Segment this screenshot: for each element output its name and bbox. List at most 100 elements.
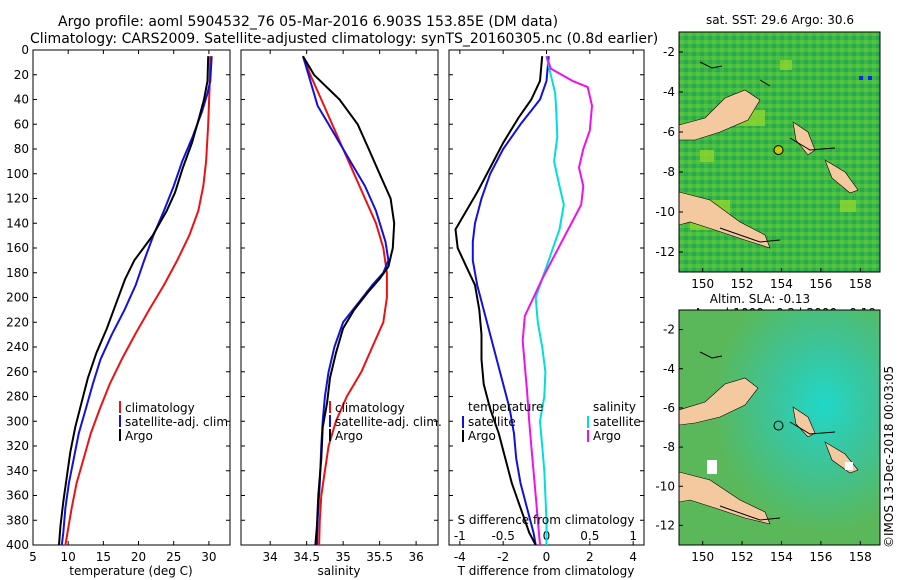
depth-tick-label: 60 bbox=[14, 117, 29, 131]
missing-data bbox=[707, 460, 853, 474]
cold-pixel bbox=[859, 76, 863, 80]
depth-tick-label: 340 bbox=[6, 464, 29, 478]
difference-panel: -4 -2 0 2 4 -1 -0.5 0 0.5 1 T difference from cl… bbox=[448, 49, 645, 578]
lat-tick-label: -4 bbox=[663, 85, 675, 99]
sst-map-title: sat. SST: 29.6 Argo: 30.6 bbox=[706, 13, 854, 27]
salinity-axis: 34 34.5 35 35.5 36 bbox=[263, 50, 424, 564]
legend-label-temp-argo: Argo bbox=[468, 429, 496, 443]
sla-map-panel: Altim. SLA: -0.13 Argo h1000: -0.2 h2000… bbox=[655, 292, 881, 564]
series-line-climatology bbox=[64, 56, 212, 545]
land-new-guinea bbox=[679, 89, 761, 141]
salinity-lines bbox=[302, 55, 396, 545]
legend-label-climatology: climatology bbox=[335, 401, 405, 415]
depth-tick-label: 320 bbox=[6, 439, 29, 453]
depth-tick-label: 220 bbox=[6, 315, 29, 329]
temperature-axis: 5 10 15 20 25 30 bbox=[29, 50, 217, 564]
x-tick-label: -4 bbox=[454, 550, 466, 564]
salinity-plot-frame bbox=[240, 49, 439, 546]
lat-tick-label: -6 bbox=[663, 125, 675, 139]
temperature-lines bbox=[58, 56, 213, 545]
x-tick-label: 15 bbox=[96, 550, 111, 564]
series-line-argo bbox=[58, 56, 210, 545]
sla-field bbox=[679, 310, 880, 545]
lon-tick-label: 158 bbox=[849, 550, 872, 564]
legend-label-climatology: climatology bbox=[125, 401, 195, 415]
depth-tick-label: 180 bbox=[6, 266, 29, 280]
sst-map-lat-axis: -2 -4 -6 -8 -10 -12 bbox=[655, 45, 683, 259]
difference-legend-temperature: temperature satellite Argo bbox=[462, 400, 543, 443]
legend-label-satellite-adj: satellite-adj. clim. bbox=[335, 415, 442, 429]
temperature-legend: climatology satellite-adj. clim. Argo bbox=[119, 401, 232, 443]
depth-tick-label: 40 bbox=[14, 93, 29, 107]
cold-pixel bbox=[868, 76, 872, 80]
title-line-1: Argo profile: aoml 5904532_76 05-Mar-201… bbox=[58, 14, 558, 30]
depth-tick-label: 160 bbox=[6, 241, 29, 255]
difference-depth-ticks bbox=[449, 49, 644, 546]
series-line-salinity-argo bbox=[521, 55, 593, 545]
sla-map-title: Altim. SLA: -0.13 bbox=[710, 292, 810, 306]
difference-plot-frame bbox=[448, 49, 645, 546]
difference-top-xlabel: S difference from climatology bbox=[458, 513, 635, 527]
legend-label-satellite-adj: satellite-adj. clim. bbox=[125, 415, 232, 429]
land-new-guinea bbox=[679, 377, 759, 426]
legend-title-temperature: temperature bbox=[468, 400, 543, 414]
legend-label-sal-argo: Argo bbox=[593, 429, 621, 443]
depth-tick-label: 300 bbox=[6, 414, 29, 428]
temperature-xlabel: temperature (deg C) bbox=[69, 564, 192, 578]
land-south-coast bbox=[679, 191, 771, 249]
lat-tick-label: -12 bbox=[655, 245, 675, 259]
temperature-panel: 0 20 40 60 80 100 120 140 160 180 200 220 240 260 280 3… bbox=[6, 43, 232, 578]
series-line-temperature-satellite bbox=[471, 56, 550, 545]
depth-tick-label: 260 bbox=[6, 365, 29, 379]
lon-tick-label: 154 bbox=[770, 277, 793, 291]
depth-tick-label: 240 bbox=[6, 340, 29, 354]
x-tick-label: 34 bbox=[263, 550, 278, 564]
coastlines bbox=[699, 351, 836, 521]
lat-tick-label: -4 bbox=[663, 362, 675, 376]
lat-tick-label: -10 bbox=[655, 479, 675, 493]
difference-xlabel: T difference from climatology bbox=[457, 564, 635, 578]
sla-map-frame bbox=[678, 309, 881, 546]
lon-tick-label: 152 bbox=[731, 277, 754, 291]
lon-tick-label: 156 bbox=[809, 277, 832, 291]
x-tick-label: 35 bbox=[336, 550, 351, 564]
x-tick-label: 34.5 bbox=[293, 550, 320, 564]
x-tick-label: 30 bbox=[201, 550, 216, 564]
lat-tick-label: -12 bbox=[655, 518, 675, 532]
salinity-depth-ticks bbox=[241, 49, 438, 546]
title-line-2: Climatology: CARS2009. Satellite-adjuste… bbox=[30, 31, 658, 47]
legend-label-argo: Argo bbox=[125, 429, 153, 443]
argo-float-marker bbox=[773, 145, 784, 156]
lat-tick-label: -8 bbox=[663, 165, 675, 179]
x-tick-label: -2 bbox=[497, 550, 509, 564]
land-south-coast bbox=[679, 471, 771, 525]
legend-label-argo: Argo bbox=[335, 429, 363, 443]
x-tick-label: 0 bbox=[543, 550, 551, 564]
x-tick-label: 25 bbox=[166, 550, 181, 564]
depth-tick-label: 20 bbox=[14, 68, 29, 82]
sst-map-lon-axis: 150 152 154 156 158 bbox=[691, 268, 872, 291]
sst-map-frame bbox=[678, 31, 881, 273]
series-line-climatology bbox=[302, 55, 388, 545]
x-tick-label: 36 bbox=[408, 550, 423, 564]
lon-tick-label: 156 bbox=[809, 550, 832, 564]
salinity-legend: climatology satellite-adj. clim. Argo bbox=[329, 401, 442, 443]
imos-watermark: ©IMOS 13-Dec-2018 00:03:05 bbox=[882, 366, 896, 548]
lat-tick-label: -2 bbox=[663, 323, 675, 337]
x-tick-label: 2 bbox=[586, 550, 594, 564]
land-solomon-islands bbox=[824, 159, 859, 194]
lon-tick-label: 158 bbox=[849, 277, 872, 291]
land-new-britain bbox=[792, 406, 816, 438]
sst-map-panel: sat. SST: 29.6 Argo: 30.6 bbox=[655, 13, 881, 291]
lon-tick-label: 154 bbox=[770, 550, 793, 564]
depth-tick-label: 0 bbox=[21, 43, 29, 57]
depth-tick-label: 100 bbox=[6, 167, 29, 181]
x-tick-label: 20 bbox=[131, 550, 146, 564]
lat-tick-label: -10 bbox=[655, 205, 675, 219]
difference-lines bbox=[454, 55, 593, 545]
sla-map-lat-axis: -2 -4 -6 -8 -10 -12 bbox=[655, 323, 683, 532]
depth-tick-label: 380 bbox=[6, 513, 29, 527]
sla-map-lon-axis: 150 152 154 156 158 bbox=[691, 541, 872, 564]
depth-tick-label: 80 bbox=[14, 142, 29, 156]
